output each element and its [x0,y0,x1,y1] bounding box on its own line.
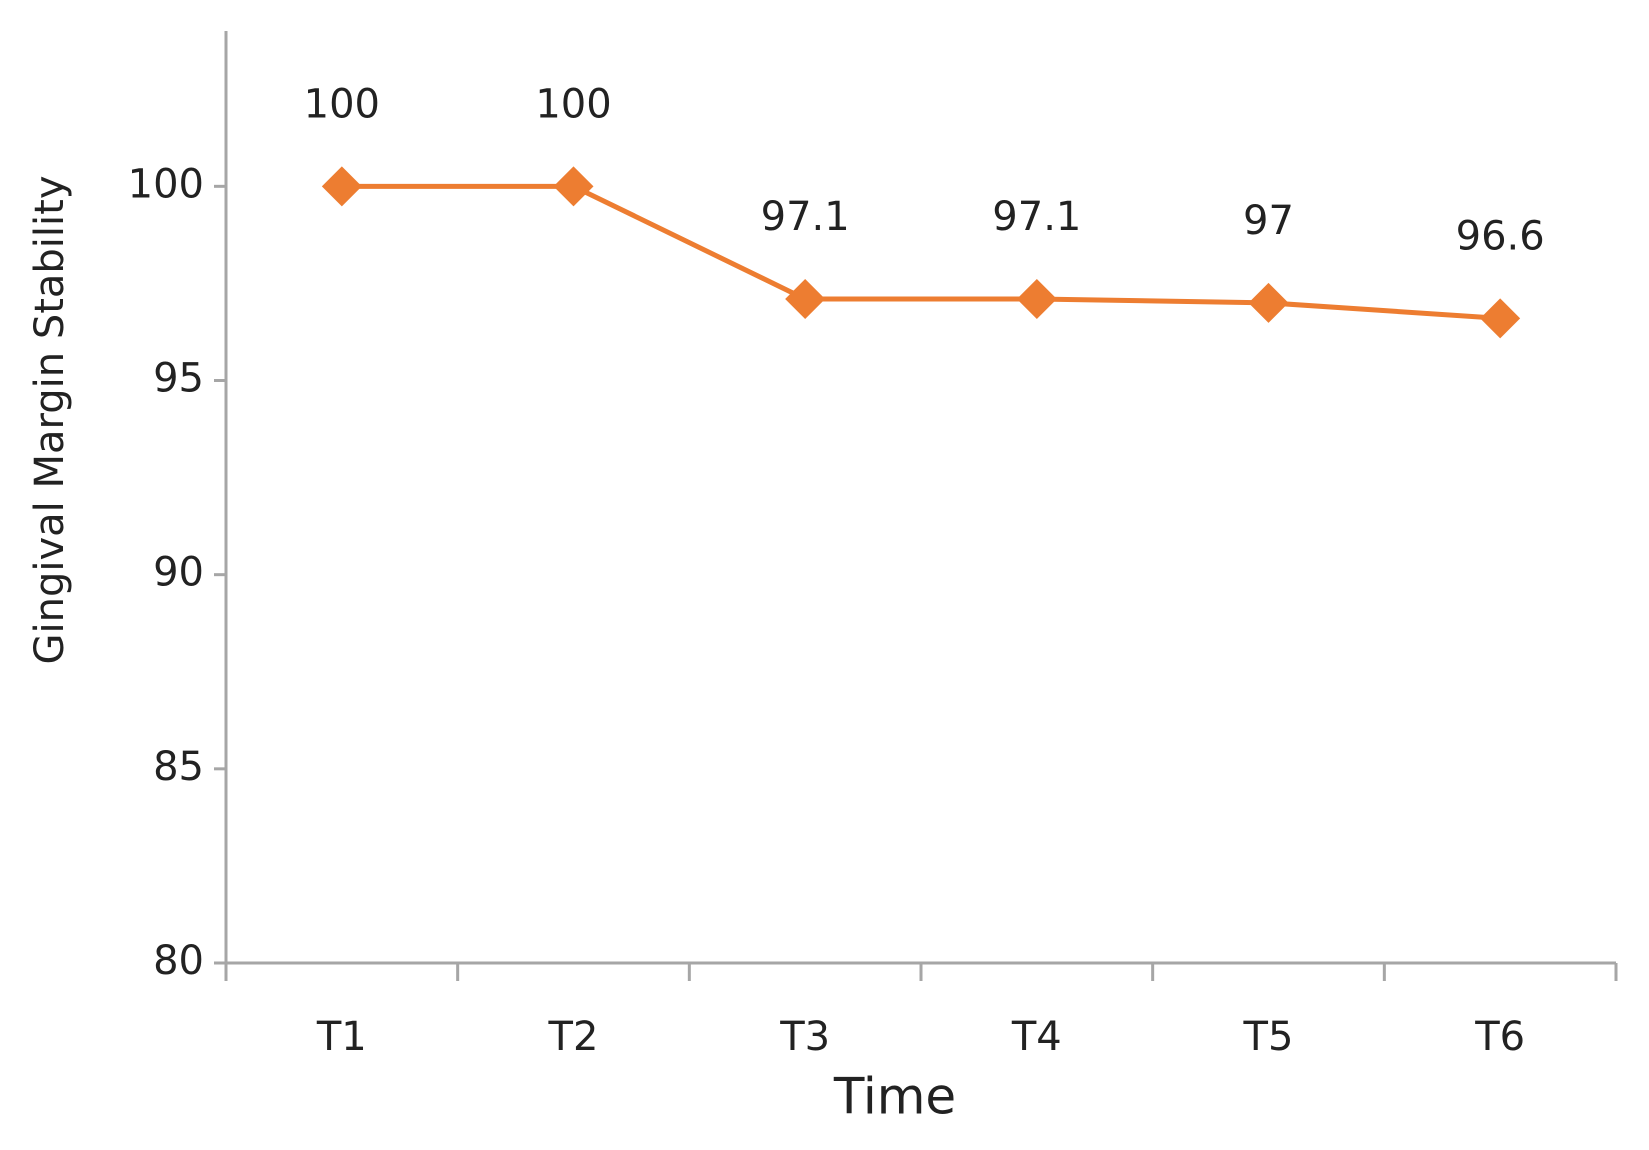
x-tick-label: T1 [316,1014,367,1060]
marker [1480,298,1521,339]
marker [553,166,594,207]
y-axis-label: Gingival Margin Stability [27,176,73,665]
marker [1016,278,1057,319]
data-label: 97.1 [992,194,1081,240]
data-label: 97.1 [761,194,850,240]
x-axis-label: Time [833,1068,956,1126]
data-label: 97 [1243,198,1294,244]
x-tick-label: T3 [779,1014,830,1060]
data-label: 100 [304,81,380,127]
y-tick-label: 95 [153,356,204,402]
y-tick-label: 80 [153,938,204,984]
data-label: 100 [535,81,611,127]
marker [785,278,826,319]
x-tick-label: T6 [1474,1014,1525,1060]
x-tick-label: T2 [548,1014,599,1060]
y-tick-label: 90 [153,550,204,596]
data-label: 96.6 [1456,213,1545,259]
x-tick-label: T5 [1243,1014,1294,1060]
marker [321,166,362,207]
series-line [341,183,1501,321]
y-tick-label: 100 [128,161,204,207]
x-tick-label: T4 [1011,1014,1062,1060]
y-tick-label: 85 [153,744,204,790]
marker [1248,282,1289,323]
